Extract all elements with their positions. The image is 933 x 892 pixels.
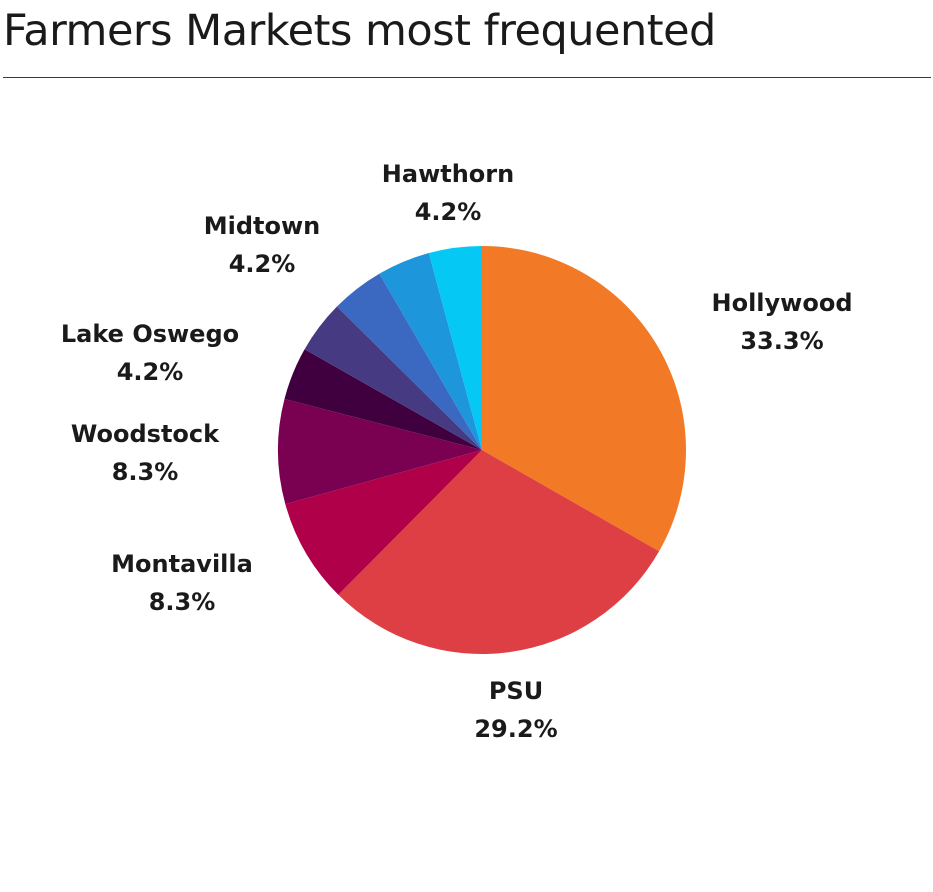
slice-percent: 8.3% [112,458,179,486]
slice-label-montavilla: Montavilla 8.3% [111,550,253,616]
slice-percent: 29.2% [474,715,557,743]
slice-woodstock [278,399,482,505]
slice-name: Hollywood [712,289,853,317]
slice-name: Lake Oswego [61,320,239,348]
slice-label-woodstock: Woodstock 8.3% [71,420,220,486]
slice-lake-oswego [304,306,482,450]
slice-percent: 4.2% [117,358,184,386]
slice-percent: 4.2% [229,250,296,278]
title-divider [3,77,931,78]
pie-slices [278,246,686,654]
slice-midtown [336,273,482,450]
slice-percent: 4.2% [415,198,482,226]
slice-montavilla [285,450,482,595]
slice-name: Woodstock [71,420,220,448]
slice-name: Midtown [204,212,321,240]
slice-label-hollywood: Hollywood 33.3% [712,289,853,355]
chart-title: Farmers Markets most frequented [3,6,716,56]
slice-label-hawthorn: Hawthorn 4.2% [382,160,514,226]
slice-unlabeled-8 [428,246,482,450]
slice-percent: 33.3% [740,327,823,355]
slice-unlabeled-4 [284,349,482,450]
slice-name: Hawthorn [382,160,514,188]
slice-label-lake-oswego: Lake Oswego 4.2% [61,320,239,386]
slice-name: PSU [489,677,543,705]
slice-psu [338,450,660,654]
slice-name: Montavilla [111,550,253,578]
slice-hawthorn [379,253,482,450]
slice-label-midtown: Midtown 4.2% [204,212,321,278]
slice-label-psu: PSU 29.2% [474,677,557,743]
slice-hollywood [482,246,686,552]
pie-labels: Hollywood 33.3%PSU 29.2%Montavilla 8.3%Wood… [61,160,853,743]
slice-percent: 8.3% [149,588,216,616]
